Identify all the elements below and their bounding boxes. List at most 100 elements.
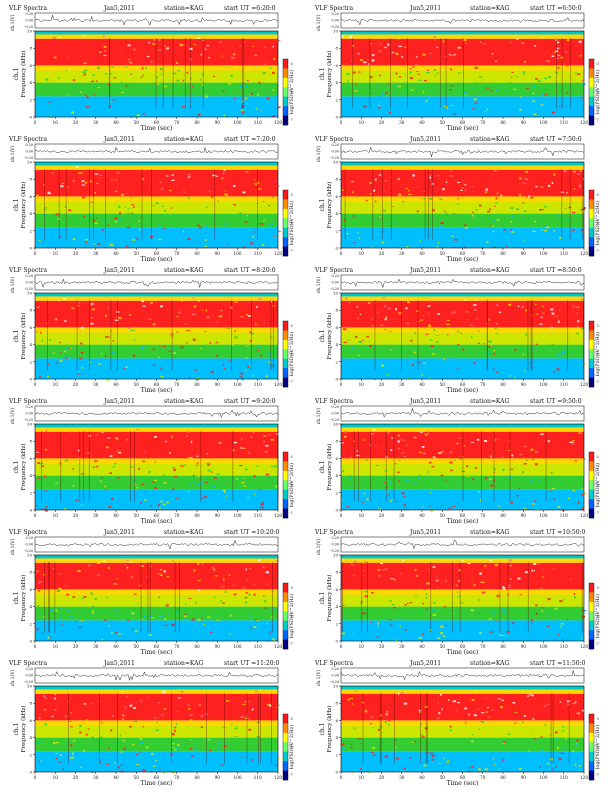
spectrogram-speckle [223, 169, 226, 171]
sferic-streak [130, 430, 131, 502]
colorbar-segment [589, 227, 594, 238]
sferic-streak [583, 299, 584, 371]
spectrogram-speckle [380, 364, 384, 367]
panel-start-ut: start UT =7:20:0 [224, 136, 276, 143]
spectrogram-speckle [51, 229, 55, 231]
spectrogram-speckle [130, 62, 133, 64]
spectrogram-speckle [259, 768, 263, 771]
spectrogram-speckle [257, 181, 260, 184]
spectrogram-speckle [81, 367, 84, 369]
trace-ylabel: ch.1(V) [315, 670, 322, 687]
spectrogram-speckle [137, 603, 140, 605]
spectrogram-band [35, 751, 278, 772]
spectrogram-speckle [250, 332, 255, 335]
spectrogram-speckle [123, 748, 127, 750]
sferic-streak [385, 430, 387, 502]
spectrogram-ylabel-ch: ch.1 [319, 330, 326, 343]
spectrogram-speckle [356, 317, 359, 320]
spectrogram-speckle [249, 93, 251, 95]
spectrogram-speckle [38, 581, 43, 583]
spectrogram-speckle [206, 316, 210, 319]
spectrogram-speckle [395, 746, 398, 748]
spectrogram-speckle [521, 471, 525, 474]
spectrogram-speckle [470, 442, 474, 443]
spectrogram-speckle [574, 701, 577, 703]
spectrogram-speckle [225, 700, 230, 702]
spectrogram-speckle [174, 726, 177, 729]
spectrogram-speckle [422, 452, 425, 454]
spectrogram-speckle [502, 468, 505, 471]
panel-date: Jun5,2011 [409, 136, 441, 143]
spectrogram-speckle [359, 313, 362, 315]
sferic-streak [367, 561, 368, 633]
spectrogram-speckle [503, 374, 507, 376]
spectrogram-band [35, 693, 278, 721]
sferic-streak [79, 430, 81, 502]
panel-date: Jan5,2011 [103, 529, 135, 536]
spectrogram-speckle [528, 750, 530, 753]
colorbar-segment [589, 349, 594, 360]
panel-title: VLF Spectra [8, 5, 48, 12]
colorbar-frame [588, 582, 595, 650]
colorbar-label: log(PSD)(V^2/Hz) [594, 725, 601, 769]
colorbar-segment [589, 592, 594, 603]
spectrogram-speckle [263, 319, 265, 322]
spectrogram-speckle [501, 608, 505, 611]
spectrogram-speckle [245, 568, 247, 571]
spectrogram-svg: VLF Spectra Jan5,2011 station=KAG start UT … [8, 660, 295, 787]
spectrogram-speckle [350, 485, 354, 487]
sferic-streak [44, 168, 45, 240]
spectrogram-speckle [425, 72, 430, 74]
spectrogram-xtick-label: 120 [274, 251, 282, 256]
spectrogram-speckle [189, 47, 193, 50]
spectrogram-speckle [271, 590, 274, 592]
spectrogram-speckle [446, 320, 450, 322]
spectrogram-speckle [349, 476, 351, 479]
spectrogram-speckle [189, 738, 192, 741]
spectrogram-speckle [523, 239, 525, 241]
spectrogram-speckle [142, 178, 145, 181]
spectrogram-speckle [413, 351, 417, 354]
trace-ytick-label: 0.00 [25, 674, 33, 678]
spectrogram-speckle [483, 343, 485, 345]
spectrogram-speckle [477, 768, 482, 771]
spectrogram-speckle [371, 591, 374, 594]
colorbar-segment [283, 461, 288, 472]
spectrogram-speckle [81, 326, 84, 329]
spectrogram-speckle [492, 709, 494, 711]
spectrogram-speckle [384, 305, 387, 308]
spectrogram-speckle [523, 445, 527, 448]
spectrogram-speckle [240, 438, 243, 440]
waveform-trace [340, 278, 585, 289]
spectrogram-speckle [94, 173, 98, 175]
spectrogram-speckle [136, 428, 140, 431]
spectrogram-speckle [383, 481, 385, 483]
spectrogram-speckle [262, 72, 266, 75]
spectrogram-speckle [345, 297, 348, 300]
spectrogram-speckle [378, 217, 380, 219]
trace-ylabel: ch.1(V) [315, 408, 322, 425]
spectrogram-speckle [537, 80, 541, 82]
spectrogram-speckle [416, 70, 419, 72]
colorbar-tick-label: -5 [290, 90, 293, 94]
spectrogram-xtick-label: 20 [73, 644, 79, 649]
spectrogram-band [341, 65, 584, 71]
spectrogram-speckle [103, 35, 105, 38]
spectrogram-speckle [265, 444, 269, 447]
spectrogram-speckle [523, 507, 527, 509]
spectrogram-speckle [84, 94, 87, 96]
spectrogram-ytick-label: 10 [333, 684, 339, 689]
spectrogram-speckle [168, 350, 172, 352]
spectrogram-speckle [159, 67, 163, 71]
spectrogram-speckle [191, 755, 194, 757]
spectrogram-speckle [90, 82, 94, 84]
spectrogram-speckle [522, 182, 526, 184]
spectrogram-speckle [524, 370, 526, 372]
spectrogram-speckle [63, 350, 67, 353]
spectrogram-speckle [459, 602, 464, 604]
spectrogram-band [341, 201, 584, 214]
spectrogram-speckle [422, 91, 425, 94]
spectrogram-speckle [576, 73, 581, 76]
spectrogram-speckle [82, 71, 85, 74]
spectrogram-xtick-label: 50 [440, 120, 446, 125]
